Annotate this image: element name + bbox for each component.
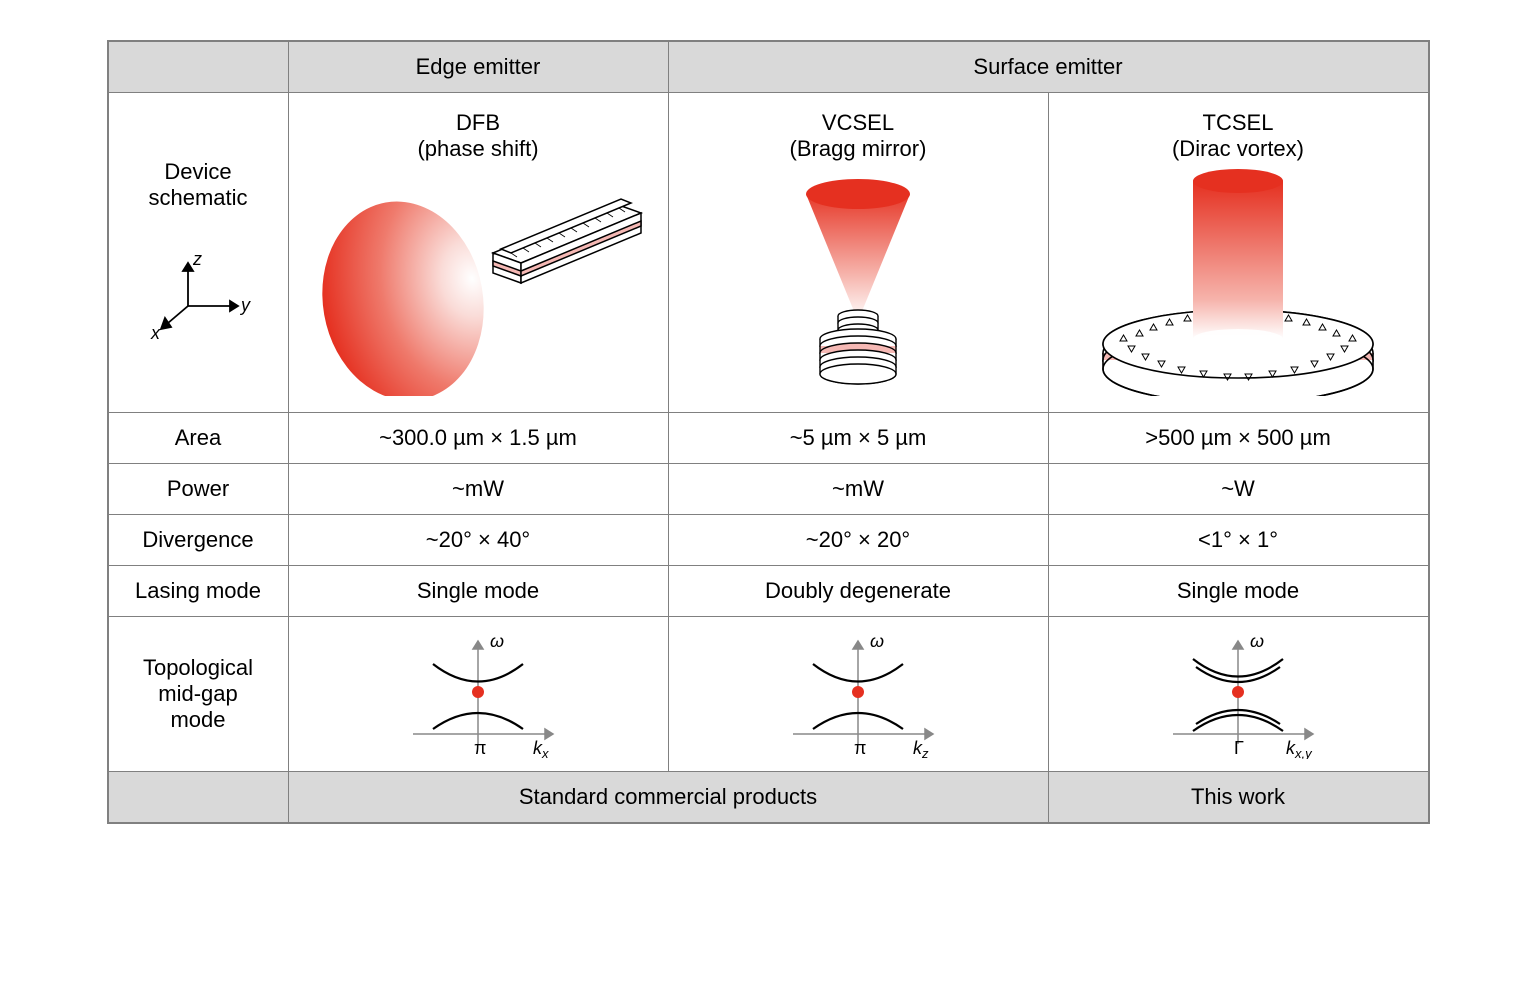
rowlabel-schematic: Device schematic z y x bbox=[108, 93, 288, 413]
svg-text:π: π bbox=[474, 738, 486, 758]
area-tcsel: >500 µm × 500 µm bbox=[1048, 413, 1428, 464]
vcsel-cell: VCSEL (Bragg mirror) bbox=[668, 93, 1048, 413]
svg-text:π: π bbox=[854, 738, 866, 758]
hdr-edge: Edge emitter bbox=[288, 42, 668, 93]
svg-text:x: x bbox=[150, 323, 161, 341]
lbl-lasing: Lasing mode bbox=[108, 566, 288, 617]
area-dfb: ~300.0 µm × 1.5 µm bbox=[288, 413, 668, 464]
lbl-area: Area bbox=[108, 413, 288, 464]
mg-vcsel: ω π kz bbox=[668, 617, 1048, 772]
dfb-t1: DFB bbox=[456, 110, 500, 135]
svg-text:Γ: Γ bbox=[1234, 738, 1244, 758]
div-vcsel: ~20° × 20° bbox=[668, 515, 1048, 566]
hdr-surface: Surface emitter bbox=[668, 42, 1428, 93]
lbl-topo: Topological mid-gap mode bbox=[108, 617, 288, 772]
footer-standard: Standard commercial products bbox=[288, 772, 1048, 823]
area-vcsel: ~5 µm × 5 µm bbox=[668, 413, 1048, 464]
mg-tcsel: ω Γ kx,y bbox=[1048, 617, 1428, 772]
footer-blank bbox=[108, 772, 288, 823]
vcsel-svg bbox=[758, 166, 958, 396]
div-tcsel: <1° × 1° bbox=[1048, 515, 1428, 566]
power-vcsel: ~mW bbox=[668, 464, 1048, 515]
svg-text:ω: ω bbox=[1250, 631, 1264, 651]
svg-text:kx,y: kx,y bbox=[1286, 738, 1313, 759]
vcsel-t1: VCSEL bbox=[822, 110, 894, 135]
vcsel-t2: (Bragg mirror) bbox=[790, 136, 927, 161]
tcsel-t2: (Dirac vortex) bbox=[1172, 136, 1304, 161]
power-tcsel: ~W bbox=[1048, 464, 1428, 515]
hdr-blank bbox=[108, 42, 288, 93]
las-tcsel: Single mode bbox=[1048, 566, 1428, 617]
dfb-svg bbox=[308, 166, 648, 396]
mg-dfb: ω π kx bbox=[288, 617, 668, 772]
svg-text:kz: kz bbox=[913, 738, 929, 759]
tcsel-cell: TCSEL (Dirac vortex) bbox=[1048, 93, 1428, 413]
power-dfb: ~mW bbox=[288, 464, 668, 515]
div-dfb: ~20° × 40° bbox=[288, 515, 668, 566]
las-vcsel: Doubly degenerate bbox=[668, 566, 1048, 617]
coord-axes: z y x bbox=[143, 251, 253, 341]
lbl-div: Divergence bbox=[108, 515, 288, 566]
svg-text:kx: kx bbox=[533, 738, 549, 759]
lbl-power: Power bbox=[108, 464, 288, 515]
footer-thiswork: This work bbox=[1048, 772, 1428, 823]
svg-text:y: y bbox=[239, 295, 251, 315]
las-dfb: Single mode bbox=[288, 566, 668, 617]
tcsel-t1: TCSEL bbox=[1203, 110, 1274, 135]
comparison-table: Edge emitter Surface emitter Device sche… bbox=[107, 40, 1430, 824]
dfb-cell: DFB (phase shift) bbox=[288, 93, 668, 413]
svg-text:z: z bbox=[192, 251, 202, 269]
tcsel-svg bbox=[1068, 166, 1408, 396]
svg-text:ω: ω bbox=[490, 631, 504, 651]
svg-text:ω: ω bbox=[870, 631, 884, 651]
dfb-t2: (phase shift) bbox=[417, 136, 538, 161]
